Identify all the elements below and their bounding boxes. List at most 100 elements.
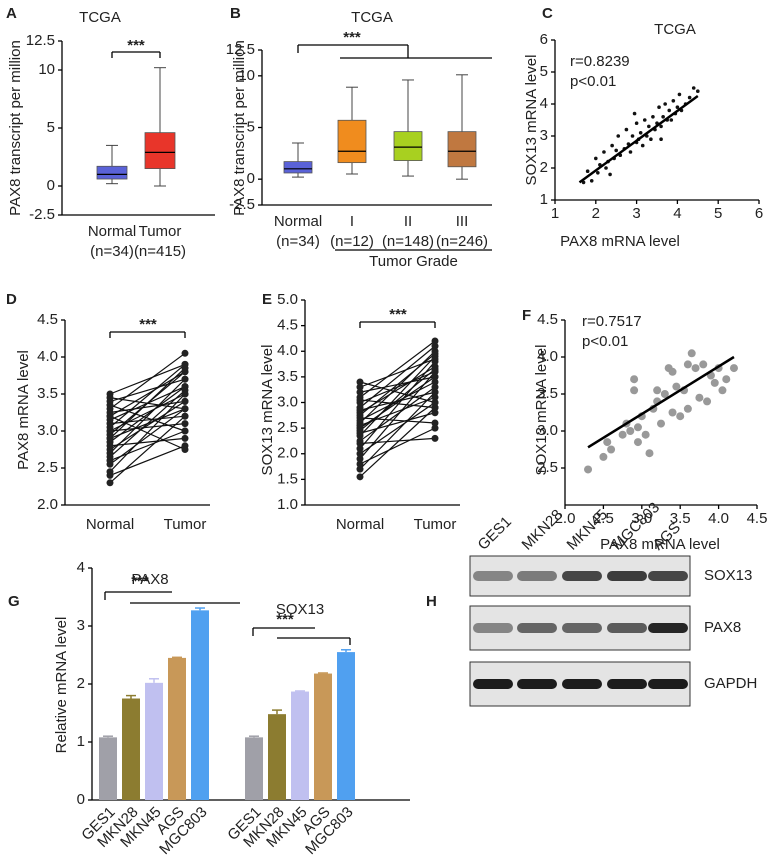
pair-line xyxy=(109,415,186,451)
point xyxy=(659,137,663,141)
y-tick-label: 1.0 xyxy=(277,496,298,513)
box xyxy=(337,119,367,164)
point xyxy=(683,360,692,369)
y-tick-label: 3.5 xyxy=(537,385,558,402)
point xyxy=(106,468,114,476)
x-axis-label: PAX8 mRNA level xyxy=(560,233,680,250)
bar xyxy=(145,682,163,800)
point xyxy=(633,423,642,432)
y-tick-label: 5 xyxy=(247,118,255,135)
box xyxy=(144,132,176,169)
point xyxy=(356,404,364,412)
point xyxy=(356,465,364,473)
panel-letter: H xyxy=(426,593,437,610)
y-tick-label: 3 xyxy=(540,127,548,144)
point xyxy=(431,378,439,386)
point xyxy=(181,364,189,372)
point xyxy=(356,378,364,386)
pair-line xyxy=(359,402,436,455)
blot-band xyxy=(517,623,557,633)
point xyxy=(181,446,189,453)
panel-letter: C xyxy=(542,5,553,22)
y-tick-label: 12.5 xyxy=(26,32,55,49)
fit-line xyxy=(587,355,735,449)
point xyxy=(638,131,643,135)
point xyxy=(431,350,439,358)
panel-letter: G xyxy=(8,593,20,610)
point xyxy=(584,465,593,474)
point xyxy=(181,412,189,420)
blot-band xyxy=(562,571,602,581)
x-tick-label: 3 xyxy=(632,205,640,222)
point xyxy=(431,424,439,432)
stat-text: r=0.8239 xyxy=(570,53,630,70)
point xyxy=(668,408,677,417)
y-tick-label: 3 xyxy=(77,617,85,634)
point xyxy=(647,124,651,129)
y-tick-label: 3.0 xyxy=(277,393,298,410)
point xyxy=(624,127,629,132)
blot-band xyxy=(648,623,688,633)
point xyxy=(608,172,612,177)
point xyxy=(585,169,590,173)
point xyxy=(641,430,650,439)
pair-line xyxy=(109,363,186,395)
blot-band xyxy=(473,679,513,689)
point xyxy=(431,409,439,417)
bar xyxy=(314,673,332,800)
point xyxy=(181,397,189,405)
significance-label: *** xyxy=(389,306,407,323)
box xyxy=(393,131,423,161)
point xyxy=(181,434,189,442)
y-tick-label: 3.5 xyxy=(277,368,298,385)
point xyxy=(642,118,647,122)
point xyxy=(660,390,669,398)
pair-line xyxy=(109,378,186,402)
pair-line xyxy=(359,437,436,445)
blot-band xyxy=(473,571,513,581)
point xyxy=(431,337,439,345)
fit-line xyxy=(578,94,699,184)
pair-line xyxy=(109,389,186,458)
bar xyxy=(268,714,286,800)
y-tick-label: 10 xyxy=(38,61,55,78)
y-tick-label: 5 xyxy=(540,63,548,80)
pair-line xyxy=(109,404,186,432)
x-tick-label: II xyxy=(404,213,412,230)
lane-label: GES1 xyxy=(475,513,515,553)
bar xyxy=(122,698,140,800)
point xyxy=(618,430,627,439)
x-tick-label: 5 xyxy=(714,205,722,222)
y-tick-label: -2.5 xyxy=(29,206,55,223)
panel-letter: D xyxy=(6,291,17,308)
point xyxy=(356,460,364,468)
x-tick-label: 4.0 xyxy=(708,510,729,527)
point xyxy=(356,393,364,401)
x-tick-label: 6 xyxy=(755,205,763,222)
pair-line xyxy=(109,437,186,447)
point xyxy=(356,455,364,463)
point xyxy=(687,349,696,358)
panel-letter: A xyxy=(6,5,17,22)
point xyxy=(633,438,642,447)
blot-band xyxy=(607,623,647,633)
y-tick-label: 3.0 xyxy=(37,422,58,439)
category-note: (n=246) xyxy=(436,233,488,250)
point xyxy=(431,365,439,373)
y-tick-label: 12.5 xyxy=(226,41,255,58)
pair-line xyxy=(359,371,436,460)
point xyxy=(676,412,685,421)
y-tick-label: 3.0 xyxy=(537,422,558,439)
y-tick-label: 2 xyxy=(77,675,85,692)
pair-line xyxy=(359,361,436,450)
point xyxy=(356,437,364,445)
x-tick-label: 4 xyxy=(673,205,681,222)
y-axis-label: PAX8 mRNA level xyxy=(15,350,32,470)
point xyxy=(181,386,189,394)
pair-line xyxy=(359,353,436,416)
group-label: Tumor Grade xyxy=(369,253,458,270)
pair-line xyxy=(359,391,436,411)
point xyxy=(683,404,692,413)
point xyxy=(695,393,704,402)
point xyxy=(630,375,639,384)
